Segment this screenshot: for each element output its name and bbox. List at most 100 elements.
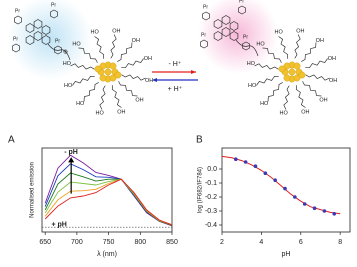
- hydroxyl: OH: [145, 78, 153, 84]
- hydroxyl: HO: [96, 111, 105, 117]
- data-point: [312, 206, 317, 210]
- gold-particle: [283, 62, 291, 70]
- plot-frame: [221, 147, 351, 233]
- hydroxyl: OH: [144, 56, 152, 62]
- gold-particle: [298, 71, 306, 79]
- data-point: [302, 202, 307, 206]
- hydroxyl: OH: [296, 28, 304, 34]
- x-tick-label: 800: [134, 239, 146, 246]
- gold-particle: [109, 62, 117, 70]
- data-point: [273, 178, 277, 182]
- ligand: [117, 42, 133, 62]
- ring: [213, 31, 223, 41]
- gold-particle: [94, 65, 102, 73]
- x-tick-label: 8: [338, 239, 342, 246]
- linker: [235, 39, 259, 57]
- y-tick-label: -0.3: [205, 208, 217, 215]
- ring: [221, 27, 231, 37]
- substituent: Pr: [201, 32, 206, 38]
- hydroxyl: OH: [132, 38, 140, 44]
- x-tick-label: 650: [39, 239, 51, 246]
- linker: [47, 43, 71, 61]
- ring: [229, 21, 239, 31]
- substituent: Pr: [203, 4, 208, 10]
- hydroxyl: HO: [76, 101, 85, 107]
- ring: [242, 41, 250, 51]
- ring: [33, 19, 43, 29]
- data-point: [293, 195, 297, 199]
- x-tick-label: 4: [259, 239, 263, 246]
- hydroxyl: OH: [117, 109, 125, 115]
- gold-particle: [283, 74, 291, 82]
- hydroxyl: HO: [275, 30, 284, 36]
- panel-label: B: [196, 135, 203, 146]
- substituent: Pr: [51, 2, 56, 8]
- substituent: Pr: [13, 36, 18, 42]
- data-point: [243, 160, 248, 164]
- ring: [25, 35, 35, 45]
- hydroxyl: OH: [301, 109, 309, 115]
- x-axis-label: λ (nm): [97, 251, 117, 258]
- ring: [202, 11, 210, 21]
- y-tick-label: -0.4: [205, 222, 217, 229]
- ligand: [305, 58, 328, 69]
- ring: [200, 39, 208, 49]
- ring: [33, 31, 43, 41]
- hydroxyl: HO: [256, 42, 265, 48]
- arrow-label: + H⁺: [168, 86, 183, 93]
- gold-particle: [293, 74, 301, 82]
- hydroxyl: OH: [135, 97, 143, 103]
- ring: [41, 35, 51, 45]
- ligand: [121, 58, 144, 69]
- ligand: [267, 82, 283, 102]
- hydroxyl: HO: [260, 101, 269, 107]
- gold-particle: [293, 62, 301, 70]
- arrow-head: [191, 70, 196, 74]
- ligand: [294, 34, 301, 59]
- data-point: [322, 209, 327, 213]
- hydroxyl: HO: [72, 42, 81, 48]
- y-tick-label: -0.1: [205, 180, 217, 187]
- ligand: [262, 47, 282, 63]
- x-tick-label: 700: [71, 239, 83, 246]
- x-tick-label: 850: [166, 239, 178, 246]
- gold-particle: [99, 74, 107, 82]
- gold-particle: [109, 74, 117, 82]
- hydroxyl: OH: [329, 78, 337, 84]
- x-tick-label: 6: [299, 239, 303, 246]
- hydroxyl: HO: [63, 61, 72, 67]
- ligand: [118, 81, 138, 97]
- ligand: [110, 34, 117, 59]
- x-tick-label: 2: [220, 239, 224, 246]
- ligand: [278, 36, 289, 59]
- hydroxyl: OH: [319, 97, 327, 103]
- gold-particle: [99, 62, 107, 70]
- ligand: [256, 75, 279, 86]
- fit-line: [221, 155, 341, 215]
- hydroxyl: HO: [280, 111, 289, 117]
- ligand: [70, 63, 95, 70]
- arrow-head: [152, 78, 157, 82]
- substituent: Pr: [243, 34, 248, 40]
- spectrum: [44, 154, 173, 227]
- ligand: [83, 82, 99, 102]
- ligand: [111, 85, 122, 108]
- ring: [12, 43, 20, 53]
- ring: [238, 5, 246, 15]
- ligand: [99, 85, 106, 110]
- y-axis-label: log (IF682/IF784): [198, 167, 204, 213]
- substituent: Pr: [55, 38, 60, 44]
- hydroxyl: HO: [91, 30, 100, 36]
- ligand: [302, 81, 322, 97]
- gold-particle: [288, 68, 296, 76]
- hydroxyl: HO: [248, 83, 257, 89]
- x-axis-label: pH: [282, 251, 291, 258]
- data-point: [263, 171, 268, 175]
- ligand: [301, 42, 317, 62]
- panel-label: A: [8, 135, 15, 146]
- ligand: [94, 36, 105, 59]
- ring: [229, 31, 239, 41]
- annotation: + pH: [52, 222, 67, 229]
- substituent: Pr: [15, 8, 20, 14]
- plot-frame: [41, 147, 173, 233]
